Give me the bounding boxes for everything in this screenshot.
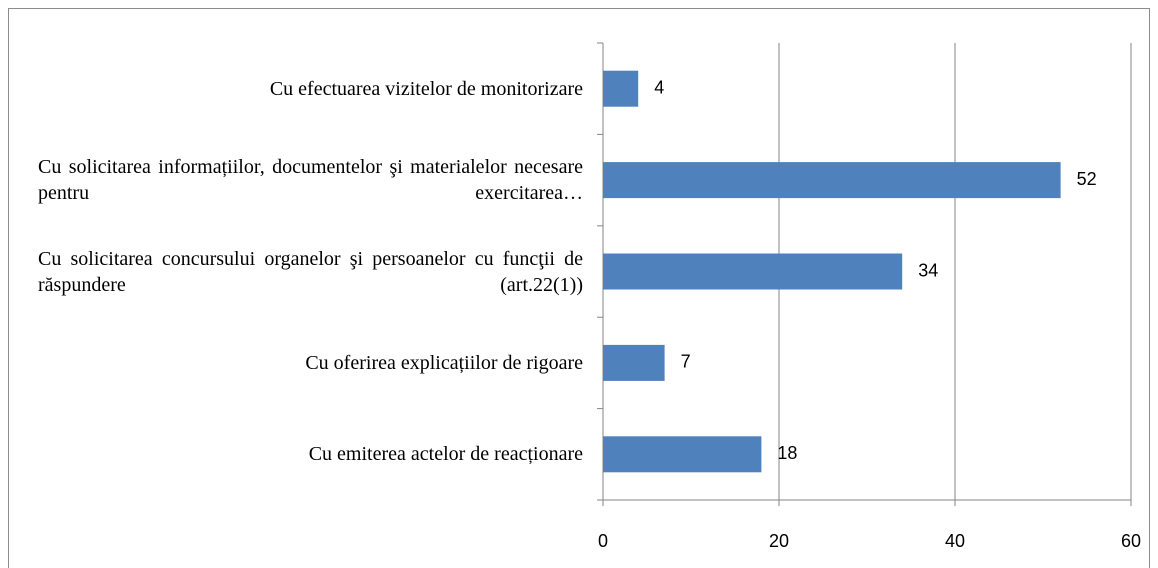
data-label: 34 [918,260,938,280]
x-tick-label: 20 [769,531,789,551]
bar [603,162,1061,199]
data-label: 18 [777,443,797,463]
y-tick-label: Cu emiterea actelor de reacționare [308,443,583,466]
data-label: 4 [654,77,664,97]
y-tick-label: Cu solicitarea informațiilor, documentel… [38,156,583,205]
bar [603,70,639,107]
data-label: 52 [1077,169,1097,189]
x-tick-label: 40 [945,531,965,551]
x-tick-label: 0 [598,531,608,551]
chart-border [8,8,1150,568]
data-label: 7 [681,352,691,372]
bar [603,344,665,381]
y-tick-label: Cu efectuarea vizitelor de monitorizare [269,77,583,100]
y-tick-label: Cu solicitarea concursului organelor şi … [38,247,583,296]
bar [603,253,903,290]
x-tick-label: 60 [1121,531,1141,551]
y-tick-label: Cu oferirea explicațiilor de rigoare [305,351,583,374]
bar [603,436,762,473]
